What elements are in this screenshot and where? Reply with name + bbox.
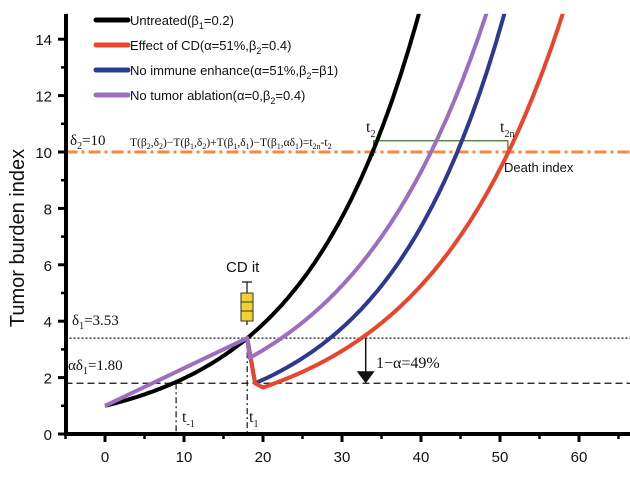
reduction-label: 1−α=49%	[376, 355, 440, 372]
legend-label-2: No immune enhance(α=51%,β2=β1)	[130, 63, 338, 81]
x-tick-label: 30	[334, 449, 351, 466]
legend-label-0: Untreated(β1=0.2)	[130, 13, 234, 31]
series-line-1	[245, 11, 566, 390]
y-tick-label: 12	[35, 89, 52, 106]
x-tick-label: 50	[492, 449, 509, 466]
legend-label-1: Effect of CD(α=51%,β2=0.4)	[130, 38, 291, 56]
y-axis-label: Tumor burden index	[7, 149, 29, 327]
legend-label-3: No tumor ablation(α=0,β2=0.4)	[130, 88, 305, 106]
series-line-3	[104, 12, 489, 408]
series-line-2	[245, 7, 508, 386]
curves	[0, 0, 630, 408]
reduction-arrow-head-icon	[356, 371, 375, 384]
y-tick-label: 10	[35, 145, 52, 162]
x-tick-label: 20	[255, 449, 272, 466]
y-tick-label: 0	[44, 427, 52, 444]
series-line-0	[104, 12, 421, 408]
y-tick-label: 4	[44, 314, 52, 331]
death-index-label: Death index	[504, 160, 574, 175]
delta2-label: δ2=10	[70, 133, 106, 152]
alpha-delta1-label: αδ1=1.80	[68, 358, 123, 377]
t2n-label: t2n	[500, 119, 514, 140]
cd-it-label: CD it	[226, 259, 260, 276]
ticks: 0 10 20 30 40 50 60 0 2 4 6 8 10 12 14	[35, 32, 620, 466]
x-tick-label: 10	[176, 449, 193, 466]
formula-label: T(β2,δ2)−T(β1,δ2)+T(β1,δ1)−T(β1,αδ1)=t2n…	[130, 137, 332, 151]
syringe-icon	[240, 281, 254, 325]
x-tick-label: 0	[101, 449, 109, 466]
y-tick-label: 6	[44, 258, 52, 275]
x-tick-label: 60	[571, 449, 588, 466]
t1-label: t1	[249, 409, 258, 430]
t2-t2n-bracket	[373, 140, 509, 156]
t-minus1-label: t-1	[182, 409, 195, 430]
x-tick-label: 40	[413, 449, 430, 466]
legend: Untreated(β1=0.2) Effect of CD(α=51%,β2=0…	[93, 13, 338, 106]
y-tick-label: 8	[44, 201, 52, 218]
y-tick-label: 14	[35, 32, 52, 49]
axes	[64, 13, 630, 436]
delta1-label: δ1=3.53	[72, 313, 119, 332]
plot-top-mask	[0, 0, 630, 14]
t2-label: t2	[366, 119, 375, 140]
y-tick-label: 2	[44, 371, 52, 388]
reference-lines	[65, 140, 630, 434]
